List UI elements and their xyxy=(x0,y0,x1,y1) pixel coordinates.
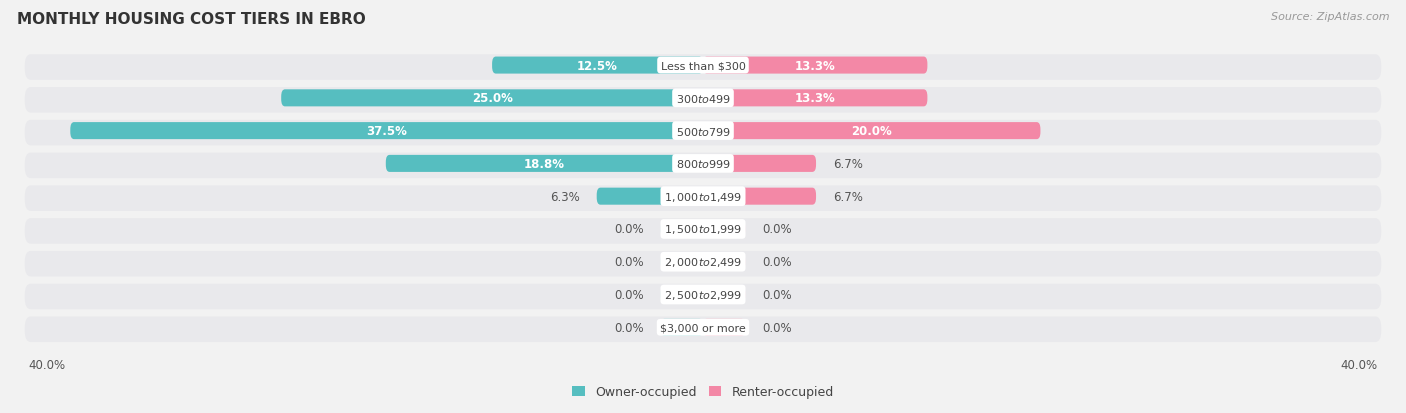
Text: 0.0%: 0.0% xyxy=(614,223,644,236)
FancyBboxPatch shape xyxy=(25,251,1381,277)
FancyBboxPatch shape xyxy=(70,123,703,140)
Text: $1,500 to $1,999: $1,500 to $1,999 xyxy=(664,223,742,236)
Text: 0.0%: 0.0% xyxy=(762,256,792,268)
Text: $300 to $499: $300 to $499 xyxy=(675,93,731,104)
Text: 12.5%: 12.5% xyxy=(576,59,619,72)
Text: 0.0%: 0.0% xyxy=(614,256,644,268)
FancyBboxPatch shape xyxy=(25,55,1381,81)
FancyBboxPatch shape xyxy=(25,88,1381,113)
Text: MONTHLY HOUSING COST TIERS IN EBRO: MONTHLY HOUSING COST TIERS IN EBRO xyxy=(17,12,366,27)
FancyBboxPatch shape xyxy=(703,221,745,238)
FancyBboxPatch shape xyxy=(703,254,745,271)
Text: 6.3%: 6.3% xyxy=(550,190,579,203)
FancyBboxPatch shape xyxy=(25,218,1381,244)
Text: 0.0%: 0.0% xyxy=(614,288,644,301)
FancyBboxPatch shape xyxy=(703,286,745,303)
FancyBboxPatch shape xyxy=(661,254,703,271)
FancyBboxPatch shape xyxy=(703,319,745,336)
Legend: Owner-occupied, Renter-occupied: Owner-occupied, Renter-occupied xyxy=(572,385,834,398)
FancyBboxPatch shape xyxy=(25,317,1381,342)
Text: 6.7%: 6.7% xyxy=(832,190,863,203)
FancyBboxPatch shape xyxy=(25,153,1381,179)
FancyBboxPatch shape xyxy=(703,188,815,205)
Text: 25.0%: 25.0% xyxy=(471,92,513,105)
Text: Less than $300: Less than $300 xyxy=(661,61,745,71)
Text: $1,000 to $1,499: $1,000 to $1,499 xyxy=(664,190,742,203)
FancyBboxPatch shape xyxy=(25,121,1381,146)
FancyBboxPatch shape xyxy=(281,90,703,107)
Text: $2,500 to $2,999: $2,500 to $2,999 xyxy=(664,288,742,301)
Text: $3,000 or more: $3,000 or more xyxy=(661,323,745,332)
Text: 6.7%: 6.7% xyxy=(832,157,863,171)
FancyBboxPatch shape xyxy=(25,284,1381,309)
Text: 0.0%: 0.0% xyxy=(762,288,792,301)
Text: 0.0%: 0.0% xyxy=(762,223,792,236)
FancyBboxPatch shape xyxy=(703,90,928,107)
Text: 37.5%: 37.5% xyxy=(366,125,408,138)
Text: $2,000 to $2,499: $2,000 to $2,499 xyxy=(664,256,742,268)
Text: $800 to $999: $800 to $999 xyxy=(675,158,731,170)
FancyBboxPatch shape xyxy=(703,123,1040,140)
Text: 20.0%: 20.0% xyxy=(852,125,891,138)
Text: Source: ZipAtlas.com: Source: ZipAtlas.com xyxy=(1271,12,1389,22)
FancyBboxPatch shape xyxy=(661,319,703,336)
FancyBboxPatch shape xyxy=(703,156,815,173)
FancyBboxPatch shape xyxy=(385,156,703,173)
FancyBboxPatch shape xyxy=(25,186,1381,211)
Text: $500 to $799: $500 to $799 xyxy=(675,125,731,137)
Text: 13.3%: 13.3% xyxy=(794,92,835,105)
FancyBboxPatch shape xyxy=(596,188,703,205)
FancyBboxPatch shape xyxy=(661,286,703,303)
Text: 0.0%: 0.0% xyxy=(762,321,792,334)
Text: 40.0%: 40.0% xyxy=(28,358,65,372)
Text: 0.0%: 0.0% xyxy=(614,321,644,334)
Text: 40.0%: 40.0% xyxy=(1341,358,1378,372)
FancyBboxPatch shape xyxy=(661,221,703,238)
FancyBboxPatch shape xyxy=(492,57,703,74)
Text: 18.8%: 18.8% xyxy=(524,157,565,171)
Text: 13.3%: 13.3% xyxy=(794,59,835,72)
FancyBboxPatch shape xyxy=(703,57,928,74)
